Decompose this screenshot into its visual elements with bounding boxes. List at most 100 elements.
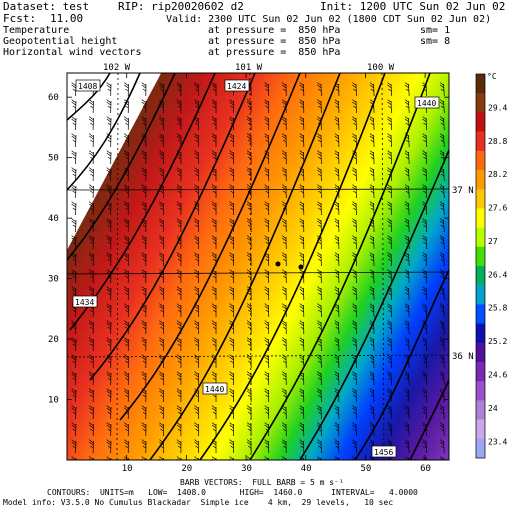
wind-barb [264, 388, 270, 403]
colorbar-label: 29.4 [488, 103, 507, 112]
wind-barb [229, 133, 234, 148]
wind-barb [317, 116, 322, 131]
wind-barb [352, 269, 357, 284]
wind-barb [229, 201, 234, 216]
wind-barb [194, 235, 199, 250]
wind-barb [352, 422, 357, 437]
wind-barb [71, 184, 77, 199]
wind-barb [439, 303, 445, 318]
wind-barb [194, 337, 199, 352]
wind-barb [299, 286, 305, 301]
wind-barb [71, 286, 77, 301]
wind-barb [176, 150, 182, 165]
wind-barb [141, 252, 147, 267]
contours-note: CONTOURS: UNITS=m LOW= 1408.0 HIGH= 1460… [47, 488, 418, 497]
wind-barb [141, 133, 147, 148]
lon-label: 100 W [367, 63, 395, 73]
y-axis: 10 20 30 40 50 60 [48, 93, 449, 406]
field-pressure-wind: at pressure = 850 hPa [208, 47, 341, 58]
wind-barb [211, 439, 217, 454]
wind-barb [352, 286, 357, 301]
wind-barb [387, 167, 392, 182]
wind-barb [124, 269, 129, 284]
wind-barb [124, 422, 129, 437]
wind-barb [141, 167, 147, 182]
dataset-label: Dataset: test [3, 0, 90, 13]
wind-barb [387, 405, 392, 420]
wind-barb [352, 201, 357, 216]
wind-barb [71, 252, 77, 267]
wind-barb [439, 439, 445, 454]
colorbar-swatch [476, 285, 485, 305]
wind-barb [88, 150, 94, 165]
wind-barb [106, 167, 112, 182]
wind-barb [106, 218, 112, 233]
wind-barb [281, 252, 287, 267]
wind-barb [141, 116, 147, 131]
wind-barb [404, 167, 410, 182]
wind-barb [264, 167, 270, 182]
colorbar-label: 24.6 [488, 371, 507, 380]
wind-barb [369, 405, 375, 420]
wind-barb [299, 371, 305, 386]
wind-barb [404, 133, 410, 148]
wind-barb [281, 269, 287, 284]
colorbar-swatch [476, 323, 485, 344]
wind-barb [246, 269, 252, 284]
wind-barb [422, 303, 428, 318]
wind-barb [281, 371, 287, 386]
wind-barb [194, 439, 199, 454]
wind-barb [141, 405, 147, 420]
wind-barb [194, 184, 199, 199]
wind-barb [229, 320, 234, 335]
wind-barb [106, 184, 112, 199]
wind-barb [194, 218, 199, 233]
wind-barb [106, 405, 112, 420]
wind-barb [404, 320, 410, 335]
wind-barb [71, 439, 77, 454]
wind-barb [211, 422, 217, 437]
wind-barb [387, 116, 392, 131]
wind-barb [299, 252, 305, 267]
wind-barb [387, 320, 392, 335]
wind-barb [299, 184, 305, 199]
wind-barb [317, 286, 322, 301]
wind-barb [159, 354, 164, 369]
station-marker [275, 261, 281, 267]
wind-barb [387, 201, 392, 216]
wind-barb [334, 133, 340, 148]
wind-barb [422, 337, 428, 352]
wind-barb [71, 235, 77, 250]
field-pressure-height: at pressure = 850 hPa [208, 36, 341, 47]
wind-barb [176, 218, 182, 233]
wind-barb [369, 235, 375, 250]
wind-barb [211, 354, 217, 369]
wind-barb [176, 201, 182, 216]
wind-barb [281, 439, 287, 454]
wind-barb [264, 422, 270, 437]
wind-barb [369, 82, 375, 97]
wind-barb [194, 150, 199, 165]
wind-barb [141, 354, 147, 369]
wind-barb [71, 150, 77, 165]
wind-barb [334, 354, 340, 369]
wind-barb [369, 201, 375, 216]
wind-barb [124, 456, 129, 460]
wind-barb [404, 150, 410, 165]
height-label: 1456 [374, 448, 393, 457]
wind-barb [71, 388, 77, 403]
wind-barb [211, 320, 217, 335]
colorbar-label: 25.8 [488, 304, 507, 313]
wind-barb [299, 388, 305, 403]
wind-barb [124, 116, 129, 131]
wind-barb [194, 252, 199, 267]
wind-barb [229, 150, 234, 165]
wind-barb [317, 235, 322, 250]
wind-barb [229, 116, 234, 131]
wind-barb [334, 371, 340, 386]
wind-barb [159, 116, 164, 131]
field-pressure-temperature: at pressure = 850 hPa [208, 25, 341, 36]
wind-barb [159, 235, 164, 250]
wind-barb [281, 354, 287, 369]
wind-barb [106, 133, 112, 148]
